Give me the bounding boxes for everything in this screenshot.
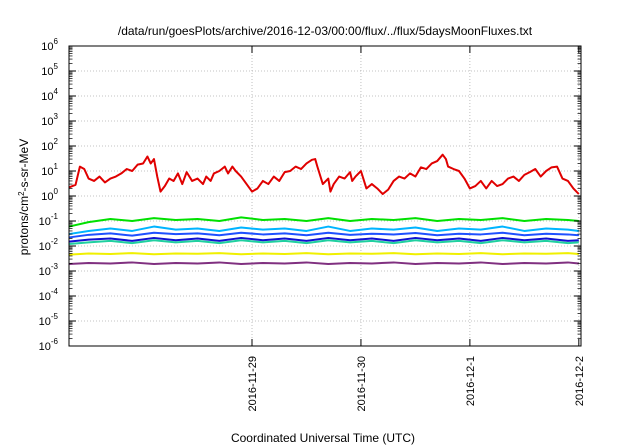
series-line-5 <box>68 239 579 246</box>
y-tick-label-base: 10 <box>39 266 51 278</box>
y-tick-label: 101 <box>41 162 58 178</box>
y-tick-label: 104 <box>41 87 58 103</box>
y-tick-label-base: 10 <box>41 141 53 153</box>
y-tick-label-exponent: 5 <box>54 62 59 71</box>
series-line-2 <box>68 216 579 228</box>
y-tick-label-exponent: -1 <box>51 212 59 221</box>
y-tick-label-base: 10 <box>41 66 53 78</box>
y-tick-label-exponent: -2 <box>51 237 59 246</box>
y-tick-label: 100 <box>41 187 58 203</box>
chart-title: /data/run/goesPlots/archive/2016-12-03/0… <box>118 24 533 38</box>
x-axis-label: Coordinated Universal Time (UTC) <box>231 431 415 445</box>
y-tick-label: 105 <box>41 62 58 78</box>
y-tick-label: 103 <box>41 112 58 128</box>
y-tick-label-base: 10 <box>39 291 51 303</box>
y-tick-label-exponent: 2 <box>54 137 59 146</box>
x-tick-label: 2016-11-29 <box>247 356 259 411</box>
y-axis-label: protons/cm2-s-sr-MeV <box>17 139 32 255</box>
series-line-8 <box>68 261 579 266</box>
y-tick-label-base: 10 <box>39 216 51 228</box>
y-tick-label: 10-1 <box>39 212 59 228</box>
y-tick-label-exponent: 6 <box>54 37 59 46</box>
y-tick-label-exponent: -6 <box>51 337 59 346</box>
y-tick-label-base: 10 <box>39 316 51 328</box>
data-series <box>68 153 580 266</box>
x-tick-label: 2016-11-30 <box>356 356 368 411</box>
y-tick-label-base: 10 <box>39 241 51 253</box>
y-tick-label-base: 10 <box>41 41 53 53</box>
y-tick-label-exponent: -5 <box>51 312 59 321</box>
y-tick-label-exponent: -3 <box>51 262 59 271</box>
series-line-3 <box>68 225 579 236</box>
y-tick-label-exponent: 4 <box>54 87 59 96</box>
y-tick-label: 10-5 <box>39 312 59 328</box>
y-tick-label: 10-2 <box>39 237 59 253</box>
y-axis-label-rest: -s-sr-MeV <box>17 139 31 192</box>
x-axis: 2016-11-292016-11-302016-12-12016-12-220… <box>247 46 586 411</box>
y-tick-label-base: 10 <box>41 91 53 103</box>
y-tick-label: 102 <box>41 137 58 153</box>
y-tick-label-base: 10 <box>41 191 53 203</box>
y-tick-label-base: 10 <box>41 166 53 178</box>
series-line-6 <box>68 236 579 243</box>
y-axis: 10-610-510-410-310-210-11001011021031041… <box>39 37 581 353</box>
y-tick-label-exponent: 1 <box>54 162 59 171</box>
series-line-1 <box>68 153 580 196</box>
y-axis-label-base: protons/cm <box>17 196 31 255</box>
y-tick-label: 10-6 <box>39 337 59 353</box>
x-tick-label: 2016-12-2 <box>574 356 586 406</box>
y-tick-label-exponent: 0 <box>54 187 59 196</box>
series-line-7 <box>68 252 579 256</box>
y-tick-label-base: 10 <box>41 116 53 128</box>
y-tick-label: 106 <box>41 37 58 53</box>
y-tick-label: 10-4 <box>39 287 59 303</box>
y-tick-label: 10-3 <box>39 262 59 278</box>
y-axis-label-sup: 2 <box>17 191 26 196</box>
x-tick-label: 2016-12-1 <box>465 356 477 406</box>
series-line-4 <box>68 231 579 239</box>
y-tick-label-exponent: 3 <box>54 112 59 121</box>
y-tick-label-exponent: -4 <box>51 287 59 296</box>
y-tick-label-base: 10 <box>39 341 51 353</box>
